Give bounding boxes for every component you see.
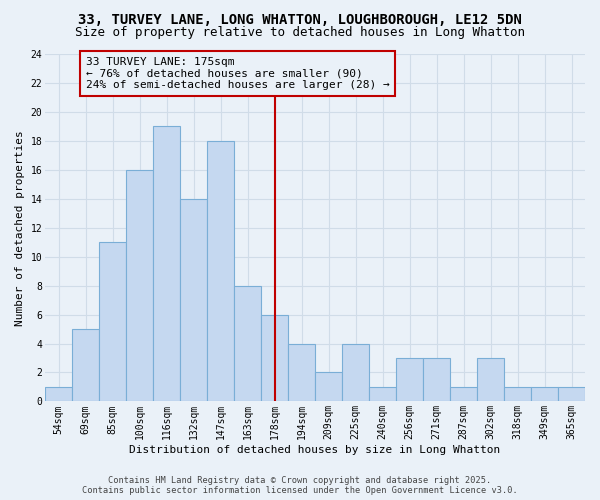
Text: Size of property relative to detached houses in Long Whatton: Size of property relative to detached ho… [75, 26, 525, 39]
Bar [423, 358, 450, 402]
Text: Contains HM Land Registry data © Crown copyright and database right 2025.
Contai: Contains HM Land Registry data © Crown c… [82, 476, 518, 495]
Bar [288, 344, 315, 402]
Bar [180, 199, 207, 402]
Bar [450, 387, 477, 402]
Bar [261, 314, 288, 402]
Text: 33 TURVEY LANE: 175sqm
← 76% of detached houses are smaller (90)
24% of semi-det: 33 TURVEY LANE: 175sqm ← 76% of detached… [86, 57, 389, 90]
Bar [126, 170, 153, 402]
Bar [558, 387, 585, 402]
Bar [153, 126, 180, 402]
Bar [207, 141, 234, 402]
X-axis label: Distribution of detached houses by size in Long Whatton: Distribution of detached houses by size … [130, 445, 500, 455]
Bar [504, 387, 531, 402]
Bar [234, 286, 261, 402]
Bar [342, 344, 369, 402]
Bar [99, 242, 126, 402]
Bar [315, 372, 342, 402]
Bar [477, 358, 504, 402]
Y-axis label: Number of detached properties: Number of detached properties [15, 130, 25, 326]
Bar [531, 387, 558, 402]
Bar [72, 329, 99, 402]
Text: 33, TURVEY LANE, LONG WHATTON, LOUGHBOROUGH, LE12 5DN: 33, TURVEY LANE, LONG WHATTON, LOUGHBORO… [78, 12, 522, 26]
Bar [369, 387, 396, 402]
Bar [45, 387, 72, 402]
Bar [396, 358, 423, 402]
